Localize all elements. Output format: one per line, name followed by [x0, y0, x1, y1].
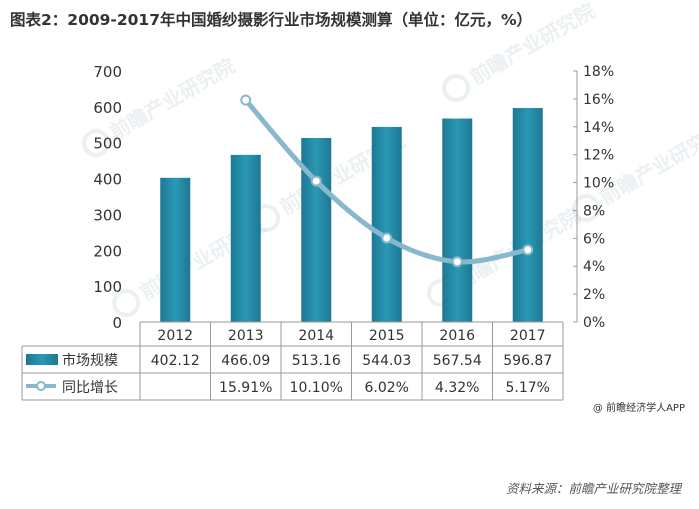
table-cell-value: 402.12 — [151, 353, 200, 369]
watermark-logo-icon — [82, 129, 111, 157]
y2-tick-label: 0% — [583, 315, 605, 331]
y2-tick-label: 12% — [583, 148, 614, 164]
y-tick-label: 600 — [93, 99, 122, 117]
x-tick-label: 2014 — [298, 328, 334, 344]
y-tick-label: 100 — [93, 278, 122, 296]
bar-2012 — [160, 177, 191, 322]
y-tick-label: 200 — [93, 242, 122, 260]
legend-label-line: 同比增长 — [62, 380, 118, 396]
bar-2013 — [230, 154, 261, 322]
growth-point-2015 — [381, 232, 393, 244]
growth-point-2013 — [240, 94, 252, 106]
legend-marker-icon — [36, 381, 46, 391]
table-cell-value: 513.16 — [292, 353, 341, 369]
growth-point-2014 — [310, 175, 322, 187]
x-tick-label: 2016 — [439, 328, 475, 344]
table-cell-value: 6.02% — [365, 380, 409, 396]
y2-tick-label: 16% — [583, 92, 614, 108]
y-tick-label: 500 — [93, 135, 122, 153]
table-cell-value: 567.54 — [433, 353, 482, 369]
table-cell-value: 5.17% — [506, 380, 550, 396]
watermark-text: 前瞻产业研究院 — [466, 0, 599, 89]
bar-2015 — [371, 126, 402, 322]
table-cell-value: 544.03 — [362, 353, 411, 369]
x-tick-label: 2013 — [228, 328, 264, 344]
chart-title: 图表2：2009-2017年中国婚纱摄影行业市场规模测算（单位：亿元，%） — [10, 11, 533, 29]
bar-2017 — [512, 107, 543, 323]
legend-label-bar: 市场规模 — [62, 352, 118, 369]
x-tick-label: 2017 — [510, 328, 546, 344]
bar-2014 — [301, 137, 332, 322]
legend-bar-swatch — [26, 354, 58, 365]
y-tick-label: 300 — [93, 206, 122, 224]
y2-tick-label: 8% — [583, 203, 605, 219]
y2-tick-label: 4% — [583, 259, 605, 275]
growth-point-2017 — [522, 244, 534, 256]
table-cell-value: 10.10% — [290, 380, 343, 396]
bar-2016 — [442, 118, 473, 322]
watermark: 前瞻产业研究院 — [442, 0, 599, 102]
table-cell-value: 15.91% — [219, 380, 272, 396]
source-note: 资料来源：前瞻产业研究院整理 — [505, 481, 681, 496]
y2-tick-label: 10% — [583, 176, 614, 192]
credit-text: @ 前瞻经济学人APP — [592, 403, 685, 414]
watermark-logo-icon — [442, 74, 471, 102]
watermark-logo-icon — [112, 289, 141, 317]
x-tick-label: 2015 — [369, 328, 405, 344]
table-cell-value: 596.87 — [503, 353, 552, 369]
y-tick-label: 400 — [93, 171, 122, 189]
y2-tick-label: 14% — [583, 120, 614, 136]
x-tick-label: 2012 — [157, 328, 193, 344]
y2-tick-label: 2% — [583, 287, 605, 303]
watermark-text: 前瞻产业研究院 — [106, 54, 239, 145]
y2-tick-label: 6% — [583, 231, 605, 247]
growth-point-2016 — [451, 256, 463, 268]
table-cell-value: 466.09 — [221, 353, 270, 369]
watermark-logo-icon — [572, 194, 601, 222]
y2-tick-label: 18% — [583, 64, 614, 80]
table-cell-value: 4.32% — [435, 380, 479, 396]
y-tick-label: 0 — [112, 314, 122, 332]
y-tick-label: 700 — [93, 63, 122, 81]
